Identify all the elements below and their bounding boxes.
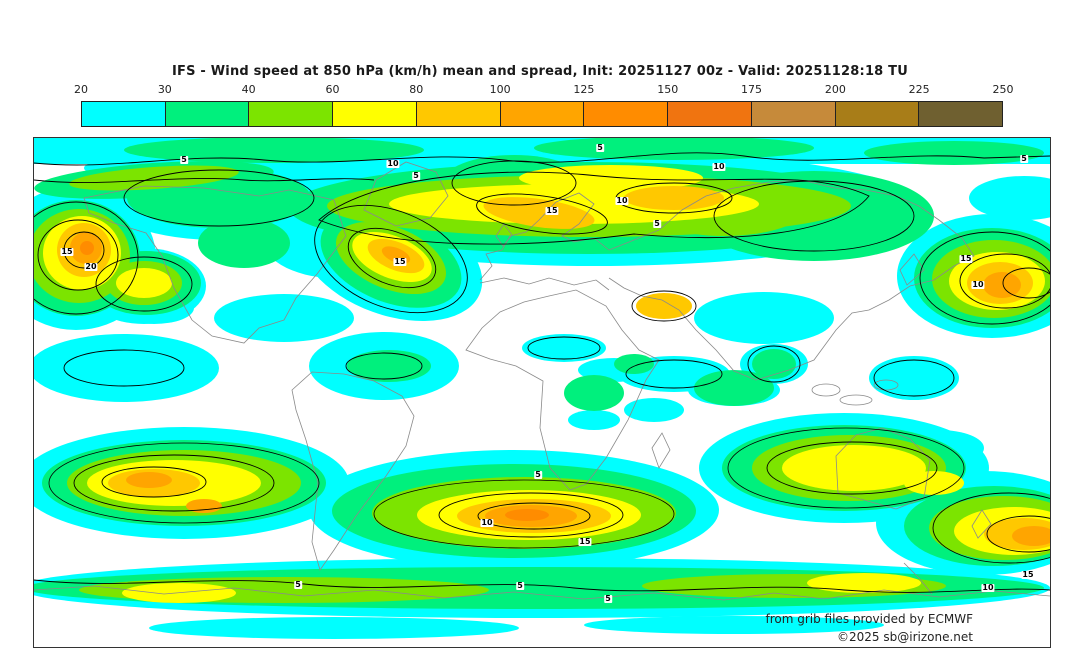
colorbar-tick-80: 80 [409, 83, 424, 96]
map-title: IFS - Wind speed at 850 hPa (km/h) mean … [172, 64, 908, 79]
colorbar-tick-60: 60 [325, 83, 340, 96]
colorbar-segment-4 [416, 102, 501, 126]
colorbar-tick-225: 225 [908, 83, 930, 96]
world-wind-map: 5 5 5 10 5 10 10 15 5 15 20 15 15 10 5 10 15 5 5 15 10 5 [33, 137, 1051, 648]
colorbar-segment-8 [751, 102, 836, 126]
colorbar-tick-40: 40 [241, 83, 256, 96]
colorbar-tick-150: 150 [657, 83, 679, 96]
attribution-copyright: ©2025 sb@irizone.net [837, 630, 973, 644]
colorbar-segment-2 [249, 102, 334, 126]
colorbar-tick-20: 20 [74, 83, 88, 96]
colorbar-segment-0 [82, 102, 166, 126]
colorbar-segment-5 [500, 102, 585, 126]
colorbar-segment-10 [919, 102, 1003, 126]
colorbar-segment-1 [165, 102, 250, 126]
colorbar-segment-9 [835, 102, 920, 126]
wind-field-svg [34, 138, 1050, 639]
colorbar [81, 101, 1003, 127]
colorbar-tick-100: 100 [489, 83, 511, 96]
colorbar-tick-labels: 20 30 40 60 80 100 125 150 175 200 225 250 [74, 83, 1014, 97]
colorbar-segment-3 [333, 102, 417, 126]
colorbar-segment-7 [668, 102, 752, 126]
colorbar-segment-6 [584, 102, 669, 126]
colorbar-tick-30: 30 [157, 83, 172, 96]
attribution-source: from grib files provided by ECMWF [765, 612, 973, 626]
spread-contours-layer [34, 152, 1050, 593]
colorbar-tick-200: 200 [824, 83, 846, 96]
fill-layer-dark-orange [80, 241, 549, 521]
colorbar-tick-250: 250 [992, 83, 1014, 96]
colorbar-tick-125: 125 [573, 83, 595, 96]
colorbar-tick-175: 175 [741, 83, 763, 96]
